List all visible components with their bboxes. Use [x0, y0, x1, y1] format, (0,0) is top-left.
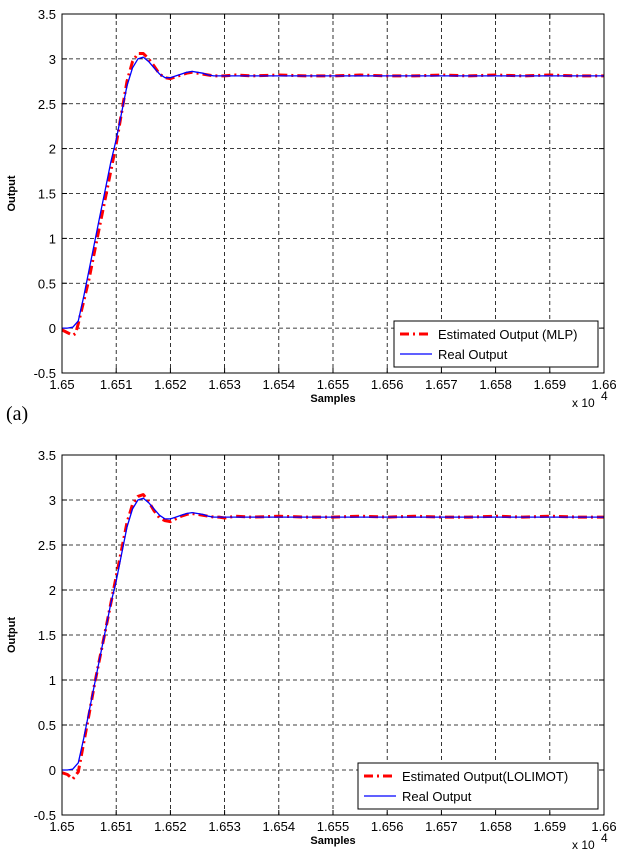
y-tick-label: 0.5	[38, 718, 56, 733]
legend	[393, 320, 599, 368]
y-tick-label: -0.5	[34, 366, 56, 381]
y-tick-label: 0	[49, 763, 56, 778]
x-tick-label: 1.659	[534, 377, 567, 392]
y-tick-label: -0.5	[34, 808, 56, 823]
plot-area	[62, 14, 604, 373]
axes-box	[61, 454, 605, 816]
x-tick-label: 1.657	[425, 819, 458, 834]
chart-2: 1.65 1.651 1.652 1.653 1.654 1.655 1.656 1.657 1…	[6, 448, 617, 852]
y-tick-label: 2.5	[38, 97, 56, 112]
y-tick-label: 3.5	[38, 448, 56, 463]
y-axis-label: Output	[6, 175, 18, 211]
y-tick-label: 1	[49, 673, 56, 688]
x-tick-label: 1.657	[425, 377, 458, 392]
x-tick-label: 1.653	[208, 819, 241, 834]
x-tick-label: 1.652	[154, 377, 187, 392]
y-tick-label: 2	[49, 142, 56, 157]
x-axis-label: Samples	[310, 835, 355, 847]
x-tick-label: 1.656	[371, 819, 404, 834]
y-tick-label: 3	[49, 493, 56, 508]
y-tick-label: 2.5	[38, 538, 56, 553]
series-line	[61, 493, 604, 781]
x-tick-label: 1.652	[154, 819, 187, 834]
x-tick-label: 1.658	[479, 377, 512, 392]
y-axis-label: Output	[6, 617, 18, 653]
y-tick-label: 0	[49, 321, 56, 336]
x-tick-label: 1.651	[100, 819, 133, 834]
x-axis-exponent: x 10	[572, 396, 595, 410]
x-tick-label: 1.66	[591, 819, 616, 834]
series-line	[62, 497, 604, 771]
y-tick-label: 1.5	[38, 628, 56, 643]
x-tick-label: 1.655	[317, 377, 350, 392]
legend-entry: Real Output	[438, 347, 508, 362]
x-tick-label: 1.659	[534, 819, 567, 834]
x-tick-label: 1.654	[263, 377, 296, 392]
y-tick-label: 2	[49, 583, 56, 598]
legend	[357, 762, 599, 810]
x-tick-label: 1.658	[479, 819, 512, 834]
y-tick-label: 1	[49, 231, 56, 246]
x-axis-exponent: x 10	[572, 838, 595, 852]
x-axis-label: Samples	[310, 393, 355, 405]
x-axis-exponent-power: 4	[601, 831, 608, 845]
legend-entry: Estimated Output(LOLIMOT)	[402, 769, 568, 784]
plot-area	[62, 455, 604, 815]
x-tick-label: 1.65	[49, 377, 74, 392]
legend-entry: Real Output	[402, 789, 472, 804]
y-tick-label: 3.5	[38, 7, 56, 22]
chart-1: 1.65 1.651 1.652 1.653 1.654 1.655 1.656 1.657 1…	[6, 7, 617, 410]
series-line	[62, 56, 604, 329]
x-tick-label: 1.651	[100, 377, 133, 392]
y-tick-label: 0.5	[38, 276, 56, 291]
panel-label: (a)	[6, 403, 28, 425]
y-tick-label: 1.5	[38, 187, 56, 202]
x-tick-label: 1.655	[317, 819, 350, 834]
x-tick-label: 1.66	[591, 377, 616, 392]
x-tick-label: 1.656	[371, 377, 404, 392]
x-axis-exponent-power: 4	[601, 389, 608, 403]
x-tick-label: 1.654	[263, 819, 296, 834]
x-tick-label: 1.653	[208, 377, 241, 392]
y-tick-label: 3	[49, 52, 56, 67]
legend-entry: Estimated Output (MLP)	[438, 327, 577, 342]
x-tick-label: 1.65	[49, 819, 74, 834]
axes-box	[61, 13, 605, 374]
